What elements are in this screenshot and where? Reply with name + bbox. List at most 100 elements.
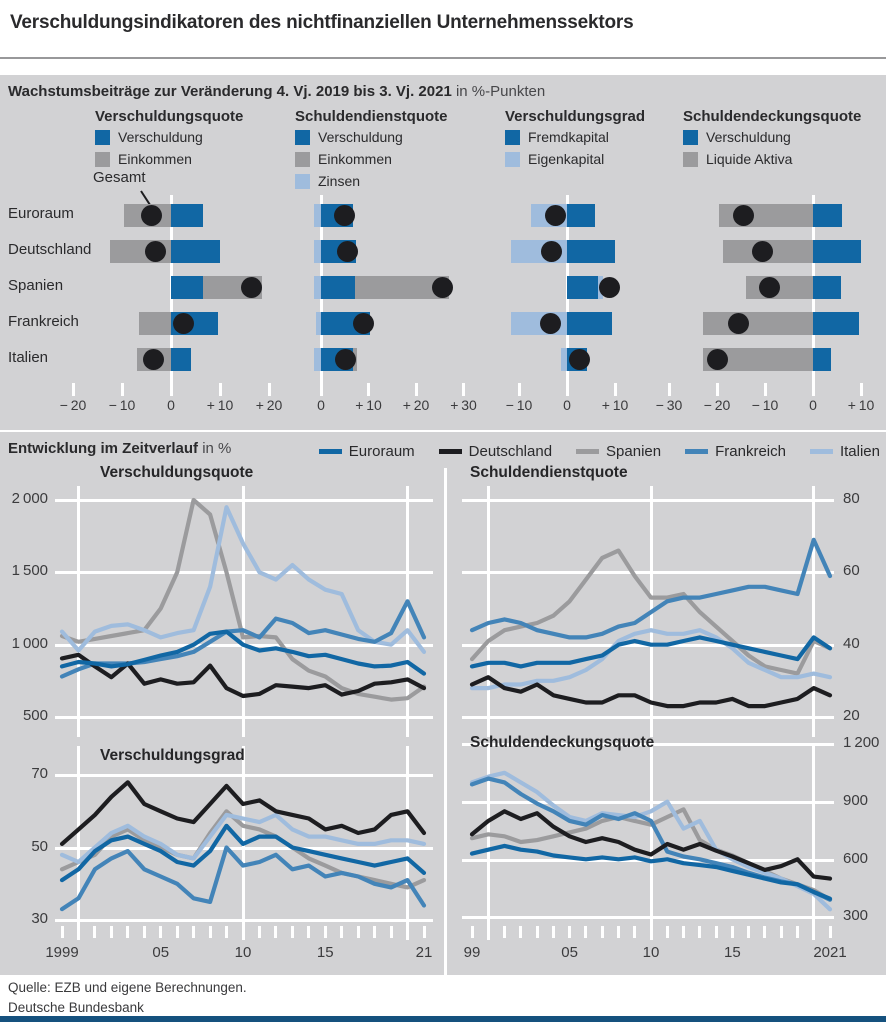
bar-segment xyxy=(313,203,321,227)
y-axis-label: 30 xyxy=(31,910,48,927)
axis-tick xyxy=(71,383,75,396)
legend-swatch xyxy=(295,173,310,189)
axis-tick xyxy=(462,383,465,396)
total-dot xyxy=(335,348,357,370)
year-tick xyxy=(142,926,146,938)
total-dot xyxy=(334,204,356,226)
year-tick xyxy=(274,926,278,938)
time-legend-item: Spanien xyxy=(576,443,661,460)
total-dot xyxy=(759,276,781,298)
lower-heading-unit: in % xyxy=(202,440,232,457)
y-axis-label: 900 xyxy=(843,792,869,809)
legend-label: Zinsen xyxy=(318,173,361,189)
year-tick xyxy=(422,926,426,938)
legend-swatch xyxy=(95,151,110,167)
year-tick xyxy=(633,926,637,938)
total-dot xyxy=(598,276,620,298)
axis-tick xyxy=(859,383,863,396)
decade-gridline xyxy=(649,746,653,940)
y-axis-label: 70 xyxy=(31,765,48,782)
decade-gridline xyxy=(486,486,490,737)
legend-swatch xyxy=(505,151,520,167)
bar-row-label-deutschland: Deutschland xyxy=(8,241,92,258)
year-tick xyxy=(76,926,80,938)
year-tick xyxy=(747,926,751,938)
x-axis-label: 15 xyxy=(724,944,741,961)
bar-segment xyxy=(355,275,450,299)
axis-tick-label: − 10 xyxy=(751,397,779,413)
bar-segment xyxy=(313,347,321,371)
x-axis-label: 2021 xyxy=(813,944,847,961)
y-axis-label: 80 xyxy=(843,490,860,507)
legend-item: Verschuldung xyxy=(95,129,305,145)
total-dot xyxy=(336,240,358,262)
axis-tick-label: + 30 xyxy=(450,397,477,413)
upper-heading-unit: in %-Punkten xyxy=(455,83,546,100)
decade-gridline xyxy=(812,486,816,737)
x-axis-label: 99 xyxy=(463,944,481,961)
legend-label: Fremdkapital xyxy=(528,129,609,145)
axis-tick xyxy=(715,383,719,396)
axis-tick-label: + 10 xyxy=(206,397,234,413)
legend-item: Einkommen xyxy=(295,151,505,167)
y-axis-label: 1 000 xyxy=(11,635,48,652)
value-gridline xyxy=(462,915,834,919)
total-dot xyxy=(431,276,453,298)
y-axis-label: 300 xyxy=(843,907,869,924)
total-dot xyxy=(143,348,165,370)
legend-swatch xyxy=(95,129,110,145)
value-gridline xyxy=(55,918,433,922)
x-axis-label: 05 xyxy=(152,944,170,961)
bar-segment xyxy=(313,275,321,299)
year-tick xyxy=(373,926,377,938)
year-tick xyxy=(763,926,767,938)
year-tick xyxy=(795,926,799,938)
legend-item: Fremdkapital xyxy=(505,129,715,145)
year-tick xyxy=(109,926,113,938)
x-axis-label: 1999 xyxy=(45,944,79,961)
year-tick xyxy=(714,926,718,938)
axis-tick xyxy=(267,383,271,396)
value-gridline xyxy=(55,570,433,574)
axis-tick xyxy=(811,383,815,396)
year-tick xyxy=(225,926,229,938)
bar-segment xyxy=(813,347,832,371)
year-tick xyxy=(60,926,64,938)
bar-segment xyxy=(171,203,203,227)
axis-tick-label: 0 xyxy=(317,397,325,413)
column-separator xyxy=(444,468,447,975)
page-title: Verschuldungsindikatoren des nichtfinanz… xyxy=(10,12,634,33)
time-legend-label: Italien xyxy=(839,443,880,460)
value-gridline xyxy=(462,498,834,502)
time-legend-label: Deutschland xyxy=(468,443,553,460)
bar-group-title: Verschuldungsquote xyxy=(95,108,244,125)
bar-segment xyxy=(321,275,356,299)
total-dot xyxy=(141,204,163,226)
value-gridline xyxy=(462,570,834,574)
legend-swatch xyxy=(683,129,698,145)
decade-gridline xyxy=(812,746,816,940)
axis-tick-label: + 10 xyxy=(601,397,629,413)
value-gridline xyxy=(55,498,433,502)
time-legend-item: Italien xyxy=(809,443,880,460)
year-tick xyxy=(486,926,490,938)
y-axis-label: 600 xyxy=(843,850,869,867)
time-series-panel: Entwicklung im Zeitverlauf in % Euroraum… xyxy=(0,432,886,975)
year-tick xyxy=(551,926,555,938)
time-legend-swatch xyxy=(685,449,709,454)
time-legend-label: Frankreich xyxy=(715,443,786,460)
bar-group-legend: Schuldendeckungsquote Verschuldung Liquide… xyxy=(683,108,886,173)
legend-swatch xyxy=(505,129,520,145)
time-legend-item: Deutschland xyxy=(438,443,553,460)
time-legend-swatch xyxy=(809,449,833,454)
year-tick xyxy=(192,926,196,938)
decade-gridline xyxy=(76,486,80,737)
bar-group-title: Schuldendeckungsquote xyxy=(683,108,862,125)
y-axis-label: 50 xyxy=(31,838,48,855)
y-axis-label: 20 xyxy=(843,707,860,724)
year-tick xyxy=(93,926,97,938)
time-legend-label: Spanien xyxy=(606,443,662,460)
axis-tick-label: − 30 xyxy=(655,397,683,413)
source-note: Quelle: EZB und eigene Berechnungen. xyxy=(8,980,247,995)
bar-row-label-frankreich: Frankreich xyxy=(8,313,79,330)
